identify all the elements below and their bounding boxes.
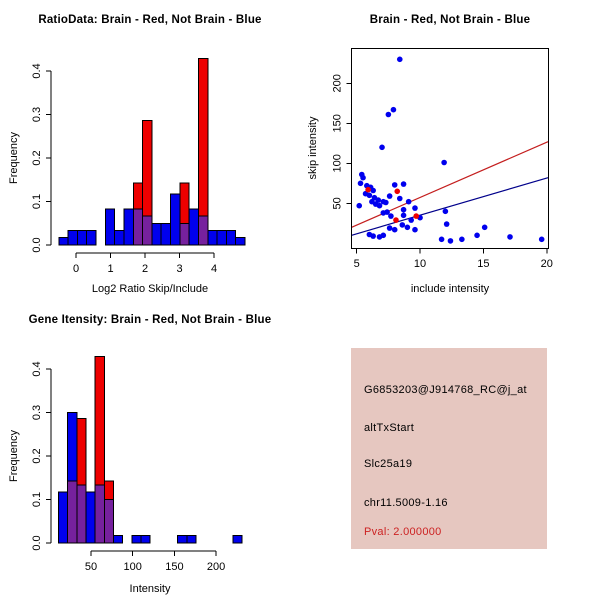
ratio-histogram-ylabel: Frequency: [8, 132, 20, 184]
scatter-panel: Brain - Red, Not Brain - Blue 5 10 15 20 50 1…: [300, 0, 600, 300]
probe-id-text: G6853203@J914768_RC@j_at: [364, 384, 527, 396]
gene-info-box: G6853203@J914768_RC@j_at altTxStart Slc2…: [351, 348, 547, 549]
scatter-title: Brain - Red, Not Brain - Blue: [369, 14, 531, 26]
gene-histogram: 0.0 0.1 0.2 0.3 0.4 50 100 150 200: [31, 356, 243, 573]
svg-text:4: 4: [211, 263, 217, 275]
svg-text:200: 200: [332, 74, 344, 92]
svg-text:0.4: 0.4: [31, 63, 43, 78]
svg-text:2: 2: [142, 263, 148, 275]
svg-text:0.1: 0.1: [31, 194, 43, 209]
svg-text:200: 200: [207, 561, 225, 573]
gene-histogram-panel: Gene Itensity: Brain - Red, Not Brain - …: [0, 300, 300, 600]
svg-text:50: 50: [85, 561, 97, 573]
gene-histogram-xlabel: Intensity: [129, 583, 171, 595]
scatter-plot: 5 10 15 20 50 100 150 200: [332, 47, 553, 270]
svg-text:50: 50: [332, 197, 344, 209]
svg-text:0.0: 0.0: [31, 535, 43, 550]
svg-text:0.1: 0.1: [31, 492, 43, 507]
gene-histogram-title: Gene Itensity: Brain - Red, Not Brain - …: [28, 314, 272, 326]
ratio-histogram-panel: RatioData: Brain - Red, Not Brain - Blue…: [0, 0, 300, 300]
event-type-text: altTxStart: [364, 422, 415, 434]
svg-text:150: 150: [332, 114, 344, 132]
svg-text:3: 3: [176, 263, 182, 275]
pval-text: Pval: 2.000000: [364, 526, 442, 538]
svg-text:5: 5: [354, 258, 360, 270]
svg-text:0.4: 0.4: [31, 361, 43, 376]
svg-text:0: 0: [73, 263, 79, 275]
svg-text:100: 100: [124, 561, 142, 573]
gene-histogram-ylabel: Frequency: [8, 430, 20, 482]
ratio-histogram-xlabel: Log2 Ratio Skip/Include: [91, 283, 209, 295]
svg-text:15: 15: [477, 258, 489, 270]
scatter-ylabel: skip intensity: [307, 116, 319, 180]
ratio-histogram-title: RatioData: Brain - Red, Not Brain - Blue: [38, 14, 262, 26]
svg-text:1: 1: [107, 263, 113, 275]
svg-text:0.3: 0.3: [31, 107, 43, 122]
svg-text:0.3: 0.3: [31, 405, 43, 420]
svg-text:100: 100: [332, 154, 344, 172]
svg-text:0.2: 0.2: [31, 150, 43, 165]
ratio-histogram: 0.0 0.1 0.2 0.3 0.4 0 1 2 3 4: [31, 58, 246, 275]
scatter-xlabel: include intensity: [410, 283, 490, 295]
svg-text:0.2: 0.2: [31, 448, 43, 463]
gene-symbol-text: Slc25a19: [364, 458, 413, 470]
svg-text:0.0: 0.0: [31, 237, 43, 252]
locus-text: chr11.5009-1.16: [364, 497, 448, 509]
gene-info-panel: G6853203@J914768_RC@j_at altTxStart Slc2…: [300, 300, 600, 600]
svg-text:150: 150: [165, 561, 183, 573]
svg-text:20: 20: [541, 258, 553, 270]
svg-text:10: 10: [414, 258, 426, 270]
